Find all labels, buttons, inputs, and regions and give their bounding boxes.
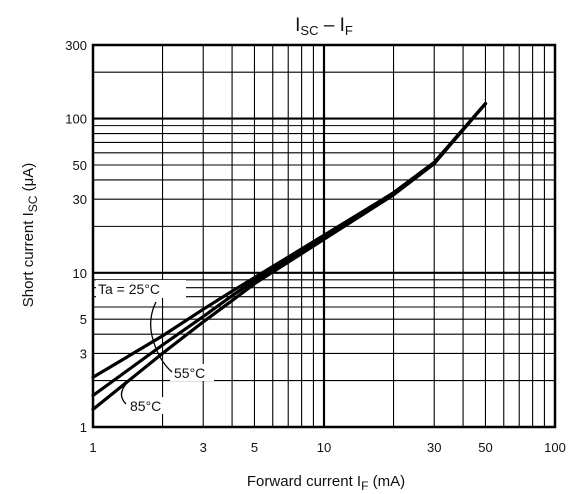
chart-title-sub-2: F — [345, 23, 353, 38]
y-tick-label: 300 — [65, 38, 87, 53]
x-tick-label: 3 — [200, 440, 207, 455]
series-line-1 — [91, 102, 488, 398]
series-label-85c: 85°C — [130, 398, 161, 414]
x-tick-labels: 1 3 5 10 30 50 100 — [89, 440, 565, 455]
leader-line-55c — [151, 335, 173, 373]
series-line-2 — [91, 102, 488, 411]
x-axis-label: Forward current IF (mA) — [247, 473, 405, 493]
y-tick-label: 1 — [80, 420, 87, 435]
leader-line-25c — [150, 301, 157, 337]
chart-title-sep: – I — [318, 15, 344, 36]
y-axis-label-sub: SC — [26, 195, 40, 212]
y-axis-label: Short current ISC (μA) — [20, 163, 40, 308]
annotation-bg-25c — [96, 280, 186, 298]
leader-line-85c — [120, 381, 129, 405]
annotation-bg-85c — [128, 397, 172, 414]
y-tick-label: 10 — [73, 266, 87, 281]
annotation-bg-55c — [170, 364, 214, 381]
x-axis-label-sub: F — [361, 479, 368, 493]
plot-frame — [91, 43, 557, 429]
x-tick-label: 1 — [89, 440, 96, 455]
y-axis-label-unit: (μA) — [20, 163, 37, 196]
series-label-25c: Ta = 25°C — [98, 281, 160, 297]
x-tick-label: 100 — [544, 440, 566, 455]
chart-title: ISC – IF — [295, 15, 353, 38]
y-tick-labels: 1 3 5 10 30 50 100 300 — [65, 38, 87, 435]
x-tick-label: 50 — [478, 440, 492, 455]
x-tick-label: 5 — [251, 440, 258, 455]
x-tick-label: 30 — [427, 440, 441, 455]
x-tick-label: 10 — [317, 440, 331, 455]
grid — [93, 45, 555, 427]
y-tick-label: 30 — [73, 192, 87, 207]
chart-title-sub-1: SC — [300, 23, 318, 38]
y-tick-label: 3 — [80, 346, 87, 361]
x-axis-label-unit: (mA) — [368, 473, 405, 490]
series-group — [91, 102, 488, 411]
y-tick-label: 5 — [80, 312, 87, 327]
y-tick-label: 50 — [73, 158, 87, 173]
y-tick-label: 100 — [65, 112, 87, 127]
series-annotations: Ta = 25°C 55°C 85°C — [96, 280, 214, 414]
series-label-55c: 55°C — [174, 365, 205, 381]
